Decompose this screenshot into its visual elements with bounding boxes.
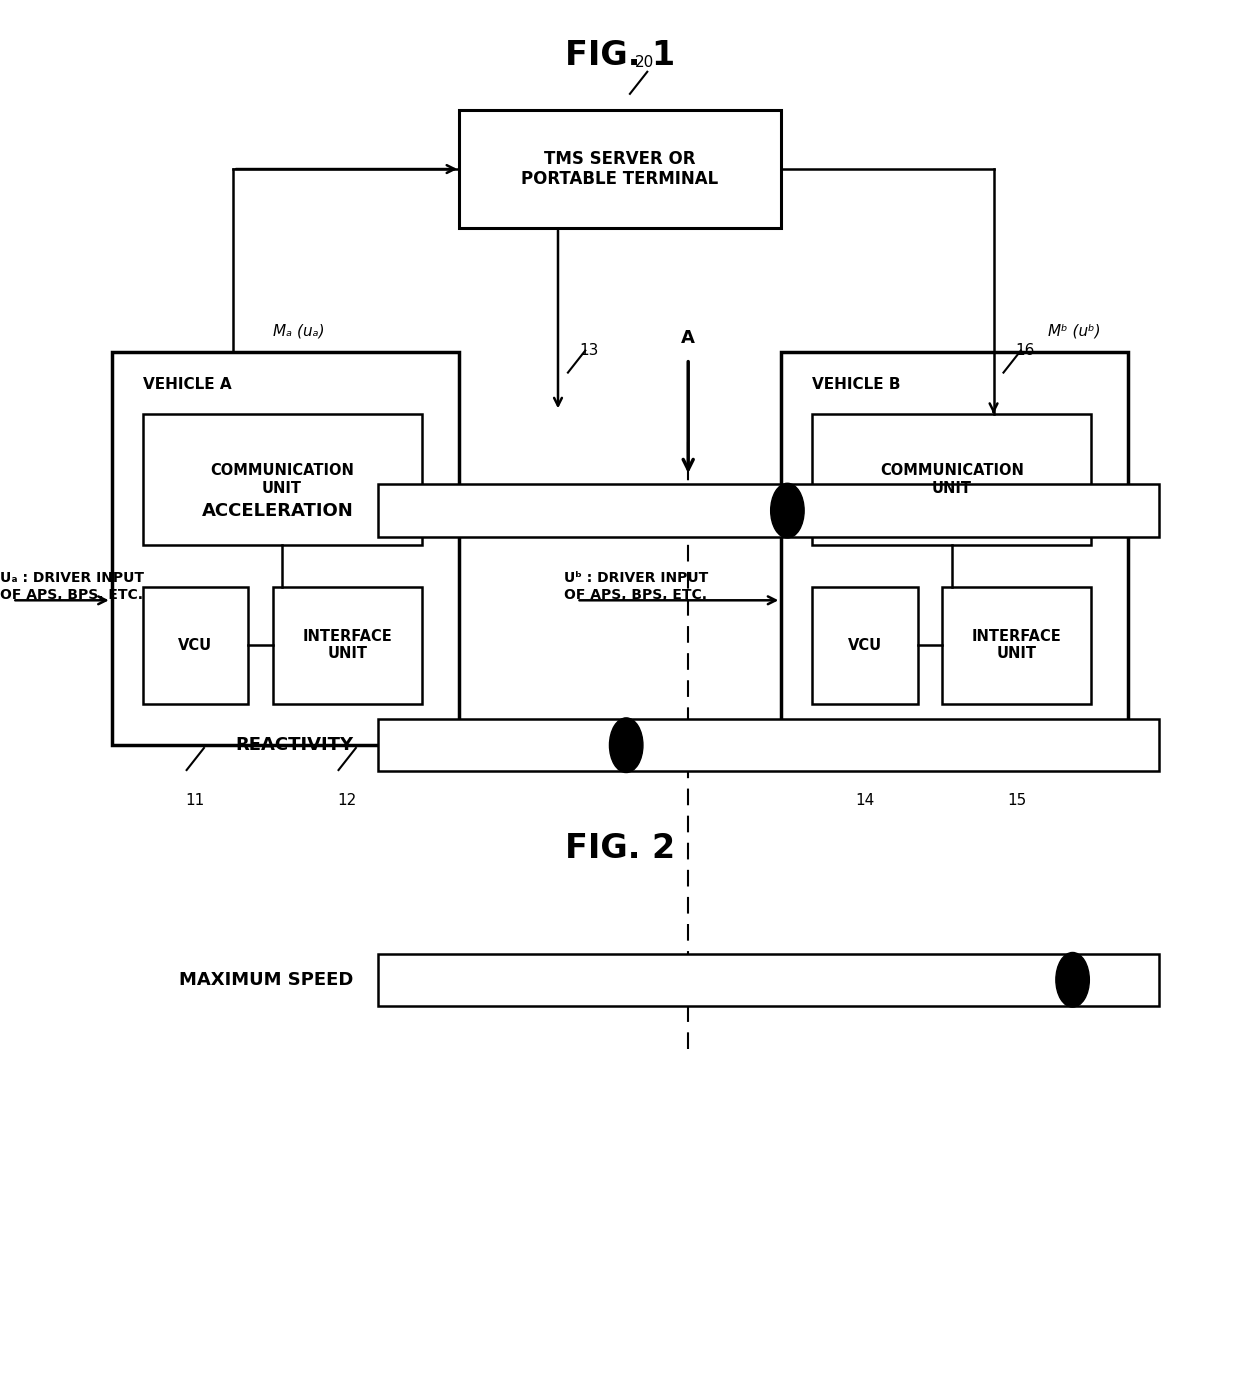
Text: 14: 14 <box>856 793 874 807</box>
Text: FIG. 2: FIG. 2 <box>565 832 675 865</box>
Text: VCU: VCU <box>179 638 212 653</box>
FancyBboxPatch shape <box>378 719 1159 771</box>
FancyBboxPatch shape <box>378 484 1159 537</box>
FancyBboxPatch shape <box>378 954 1159 1006</box>
FancyBboxPatch shape <box>143 586 248 704</box>
Text: COMMUNICATION
UNIT: COMMUNICATION UNIT <box>879 464 1024 495</box>
FancyBboxPatch shape <box>812 414 1091 545</box>
Text: Mₐ (uₐ): Mₐ (uₐ) <box>273 324 325 338</box>
Text: INTERFACE
UNIT: INTERFACE UNIT <box>303 629 392 661</box>
Text: TMS SERVER OR
PORTABLE TERMINAL: TMS SERVER OR PORTABLE TERMINAL <box>521 149 719 189</box>
Text: Mᵇ (uᵇ): Mᵇ (uᵇ) <box>1048 324 1100 338</box>
Text: Uᵇ : DRIVER INPUT
OF APS, BPS, ETC.: Uᵇ : DRIVER INPUT OF APS, BPS, ETC. <box>564 571 708 602</box>
Ellipse shape <box>610 718 644 773</box>
Text: FIG. 1: FIG. 1 <box>565 39 675 72</box>
Ellipse shape <box>770 483 804 538</box>
FancyBboxPatch shape <box>112 352 459 745</box>
Text: 15: 15 <box>1007 793 1027 807</box>
Text: A: A <box>681 328 696 348</box>
Text: VEHICLE B: VEHICLE B <box>812 377 900 392</box>
FancyBboxPatch shape <box>273 586 422 704</box>
Text: REACTIVITY: REACTIVITY <box>236 736 353 755</box>
Text: 20: 20 <box>635 55 655 69</box>
FancyBboxPatch shape <box>143 414 422 545</box>
Text: MAXIMUM SPEED: MAXIMUM SPEED <box>179 970 353 989</box>
FancyBboxPatch shape <box>459 110 781 228</box>
Text: VEHICLE A: VEHICLE A <box>143 377 231 392</box>
FancyBboxPatch shape <box>812 586 918 704</box>
Text: 11: 11 <box>186 793 205 807</box>
Ellipse shape <box>1055 952 1089 1007</box>
FancyBboxPatch shape <box>942 586 1091 704</box>
FancyBboxPatch shape <box>781 352 1128 745</box>
Text: ACCELERATION: ACCELERATION <box>202 501 353 520</box>
Text: 16: 16 <box>1014 344 1034 357</box>
Text: INTERFACE
UNIT: INTERFACE UNIT <box>972 629 1061 661</box>
Text: 13: 13 <box>579 344 599 357</box>
Text: VCU: VCU <box>848 638 882 653</box>
Text: 12: 12 <box>337 793 357 807</box>
Text: COMMUNICATION
UNIT: COMMUNICATION UNIT <box>210 464 355 495</box>
Text: Uₐ : DRIVER INPUT
OF APS, BPS, ETC.: Uₐ : DRIVER INPUT OF APS, BPS, ETC. <box>0 571 144 602</box>
